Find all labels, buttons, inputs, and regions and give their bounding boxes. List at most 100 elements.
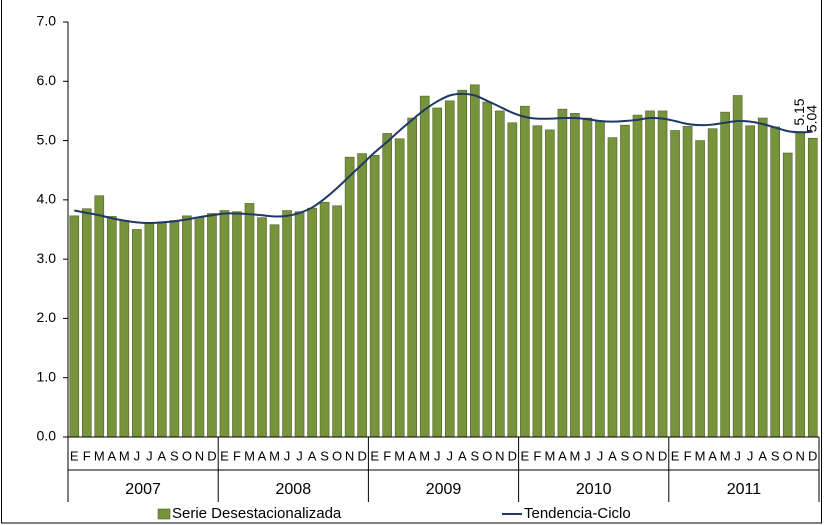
x-tick-label: F <box>533 448 541 463</box>
x-tick-label: F <box>684 448 692 463</box>
bar <box>407 117 418 438</box>
bar <box>707 128 718 438</box>
x-tick-label: N <box>345 448 354 463</box>
y-tick-label: 6.0 <box>37 72 57 88</box>
bar <box>770 126 780 438</box>
bar <box>444 100 455 438</box>
bar <box>670 130 680 438</box>
bar <box>394 138 405 438</box>
x-tick-label: N <box>195 448 204 463</box>
legend-label: Tendencia-Ciclo <box>524 505 631 522</box>
x-tick-label: M <box>94 448 105 463</box>
bar <box>194 217 205 438</box>
x-tick-label: D <box>508 448 517 463</box>
bar <box>294 211 305 438</box>
x-tick-label: M <box>244 448 255 463</box>
y-tick-label: 4.0 <box>37 191 57 207</box>
x-tick-label: N <box>645 448 654 463</box>
bar <box>307 207 317 438</box>
bar <box>344 156 355 438</box>
x-tick-label: A <box>458 448 467 463</box>
x-tick-label: J <box>734 448 741 463</box>
x-group-label: 2008 <box>276 481 312 498</box>
bar <box>81 208 92 438</box>
bar <box>169 220 180 438</box>
legend-swatch <box>157 508 171 520</box>
bar <box>357 153 367 438</box>
bar <box>657 110 668 438</box>
x-tick-label: A <box>107 448 116 463</box>
x-group-label: 2009 <box>426 481 462 498</box>
bar <box>157 222 167 438</box>
bar <box>495 110 505 438</box>
x-tick-label: O <box>332 448 342 463</box>
y-tick-label: 5.0 <box>37 131 57 147</box>
bar <box>432 107 443 438</box>
bar <box>282 210 292 438</box>
x-tick-label: A <box>708 448 717 463</box>
bar <box>382 133 392 438</box>
x-tick-label: A <box>258 448 267 463</box>
bar <box>632 114 643 438</box>
bar <box>107 216 117 438</box>
x-tick-label: J <box>434 448 441 463</box>
x-tick-label: M <box>695 448 706 463</box>
x-tick-label: F <box>233 448 241 463</box>
x-tick-label: D <box>658 448 667 463</box>
x-tick-label: E <box>70 448 79 463</box>
bar <box>457 89 468 438</box>
y-tick-label: 0.0 <box>37 428 57 444</box>
x-group-label: 2010 <box>576 481 612 498</box>
value-label: 5.04 <box>803 105 819 132</box>
legend-label: Serie Desestacionalizada <box>172 505 342 522</box>
bar <box>94 195 105 438</box>
x-tick-label: J <box>296 448 303 463</box>
x-tick-label: M <box>119 448 130 463</box>
x-tick-label: M <box>720 448 731 463</box>
bar <box>469 84 480 438</box>
x-tick-label: S <box>320 448 329 463</box>
x-tick-label: O <box>632 448 642 463</box>
x-tick-label: M <box>419 448 430 463</box>
x-tick-label: E <box>521 448 530 463</box>
x-tick-label: J <box>447 448 454 463</box>
y-tick-label: 3.0 <box>37 250 57 266</box>
x-tick-label: O <box>783 448 793 463</box>
x-tick-label: M <box>269 448 280 463</box>
x-tick-label: M <box>394 448 405 463</box>
bar <box>757 117 768 438</box>
bar <box>557 108 568 438</box>
bar <box>332 205 342 438</box>
bar <box>507 122 518 438</box>
value-label: 5.15 <box>791 98 807 125</box>
y-tick-label: 1.0 <box>37 368 57 384</box>
bar <box>219 210 230 438</box>
bar <box>419 95 430 438</box>
bar <box>795 131 806 438</box>
x-tick-label: E <box>370 448 379 463</box>
x-tick-label: M <box>544 448 555 463</box>
x-tick-label: N <box>796 448 805 463</box>
bar <box>545 129 555 438</box>
x-tick-label: O <box>182 448 192 463</box>
x-tick-label: F <box>83 448 91 463</box>
x-tick-label: S <box>621 448 630 463</box>
x-tick-label: N <box>495 448 504 463</box>
x-tick-label: A <box>608 448 617 463</box>
x-tick-label: D <box>357 448 366 463</box>
x-tick-label: A <box>408 448 417 463</box>
bar <box>745 125 755 438</box>
bar <box>232 211 242 438</box>
x-tick-label: J <box>284 448 291 463</box>
bar <box>532 125 543 438</box>
x-tick-label: S <box>170 448 179 463</box>
bar <box>244 203 255 438</box>
x-tick-label: E <box>220 448 229 463</box>
bar <box>570 113 580 438</box>
x-tick-label: J <box>597 448 604 463</box>
x-tick-label: A <box>158 448 167 463</box>
bar <box>144 223 155 438</box>
bar <box>182 215 192 438</box>
bar <box>369 155 380 438</box>
